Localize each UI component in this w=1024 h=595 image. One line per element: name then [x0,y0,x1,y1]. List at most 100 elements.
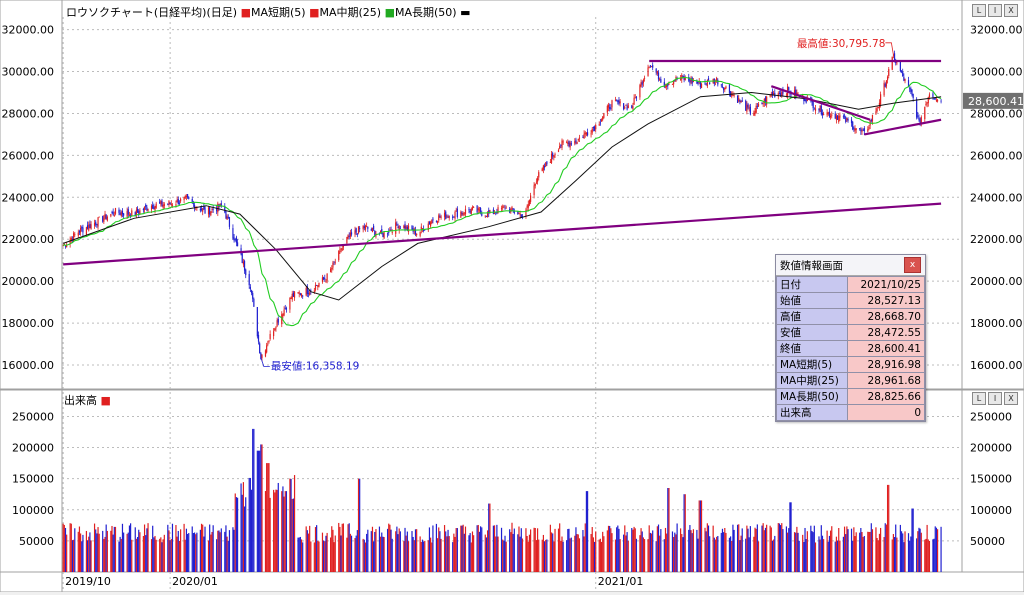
volume-bar [911,508,913,572]
price-tick-label-right: 30000.00 [970,66,1023,79]
volume-bar [699,500,701,572]
candle-body [562,141,564,143]
window-button-l[interactable]: L [972,4,986,17]
volume-bar [273,489,275,572]
candle-body [928,94,931,97]
candle-body [275,327,277,329]
candle-body [707,78,710,81]
volume-bar [461,525,463,572]
candle-body [655,68,657,73]
current-price-tag [963,92,1023,109]
volume-bar [90,540,92,572]
candle-body [739,99,741,103]
candle-body [299,293,301,295]
candle-body [252,292,254,299]
candle-body [390,229,392,231]
volume-bar [159,538,161,572]
volume-bar [105,524,107,572]
volume-window-button-x[interactable]: X [1004,392,1018,405]
info-row: MA短期(5) 28,916.98 [776,356,925,373]
numeric-info-panel[interactable]: 数値情報画面 x 日付 2021/10/25 始値 28,527.13 高値 28,668… [775,254,926,422]
close-icon[interactable]: x [904,257,921,273]
candle-body [86,225,89,229]
volume-bar [162,539,164,572]
candle-body [781,91,783,97]
volume-bar [486,530,489,572]
volume-bar [667,488,669,572]
volume-bar [766,524,768,572]
volume-legend: 出来高 ■ [64,392,111,408]
volume-bar [391,538,393,572]
candle-body [854,128,856,132]
volume-bar [339,526,341,572]
candle-body [234,239,236,240]
volume-bar [683,494,685,572]
volume-bar [342,523,344,572]
volume-bar [835,536,838,572]
candle-body [852,121,854,130]
candle-body [831,114,833,116]
candle-body [175,204,177,206]
info-row: 出来高 0 [776,404,925,421]
volume-window-button-i[interactable]: I [988,392,1002,405]
candle-body [804,98,806,102]
candle-body [264,350,267,357]
volume-bar [305,526,307,572]
volume-bar [663,539,665,572]
volume-bar [219,532,221,572]
candle-body [89,223,91,229]
volume-bar [188,533,190,572]
candle-body [145,204,147,207]
window-button-x[interactable]: X [1004,4,1018,17]
volume-bar [196,532,198,572]
volume-tick-label-left: 50000 [19,535,54,548]
volume-bar [333,542,335,572]
volume-bar [127,532,129,572]
info-row: MA長期(50) 28,825.66 [776,388,925,405]
volume-bar [355,535,357,572]
candle-body [81,227,83,229]
volume-bar [325,535,327,572]
candle-body [667,83,669,86]
volume-bar [861,531,863,572]
volume-bar [70,523,72,572]
volume-bar [381,532,383,572]
candle-body [159,201,161,204]
volume-window-button-l[interactable]: L [972,392,986,405]
volume-bar [175,525,177,572]
window-button-i[interactable]: I [988,4,1002,17]
volume-bar [756,524,758,572]
volume-bar [631,527,633,572]
volume-bar [195,534,197,572]
candle-body [534,183,536,186]
candle-body [755,105,757,113]
candle-body [883,82,885,96]
info-panel-header[interactable]: 数値情報画面 x [776,255,925,276]
volume-bar [666,533,668,572]
candle-body [917,115,919,117]
volume-bar [171,523,174,572]
candle-body [853,128,855,130]
candle-body [525,209,527,217]
candle-body [504,208,506,210]
volume-bar [554,528,556,572]
candle-body [526,206,528,208]
volume-bar [510,532,512,572]
candle-body [700,83,703,89]
volume-bar [81,541,83,572]
candle-body [481,212,483,216]
volume-bar [160,537,162,572]
volume-bar [788,528,790,572]
candle-body [421,228,424,230]
volume-bar [147,523,149,572]
candle-body [397,226,399,229]
volume-bar [902,533,904,572]
volume-bar [869,531,871,572]
volume-bar [326,532,328,572]
volume-bar [89,532,91,572]
candle-body [511,207,513,209]
candle-body [659,78,661,80]
candle-body [771,91,774,96]
candle-body [569,142,571,148]
high-annotation: 最高値:30,795.78 [797,37,885,50]
